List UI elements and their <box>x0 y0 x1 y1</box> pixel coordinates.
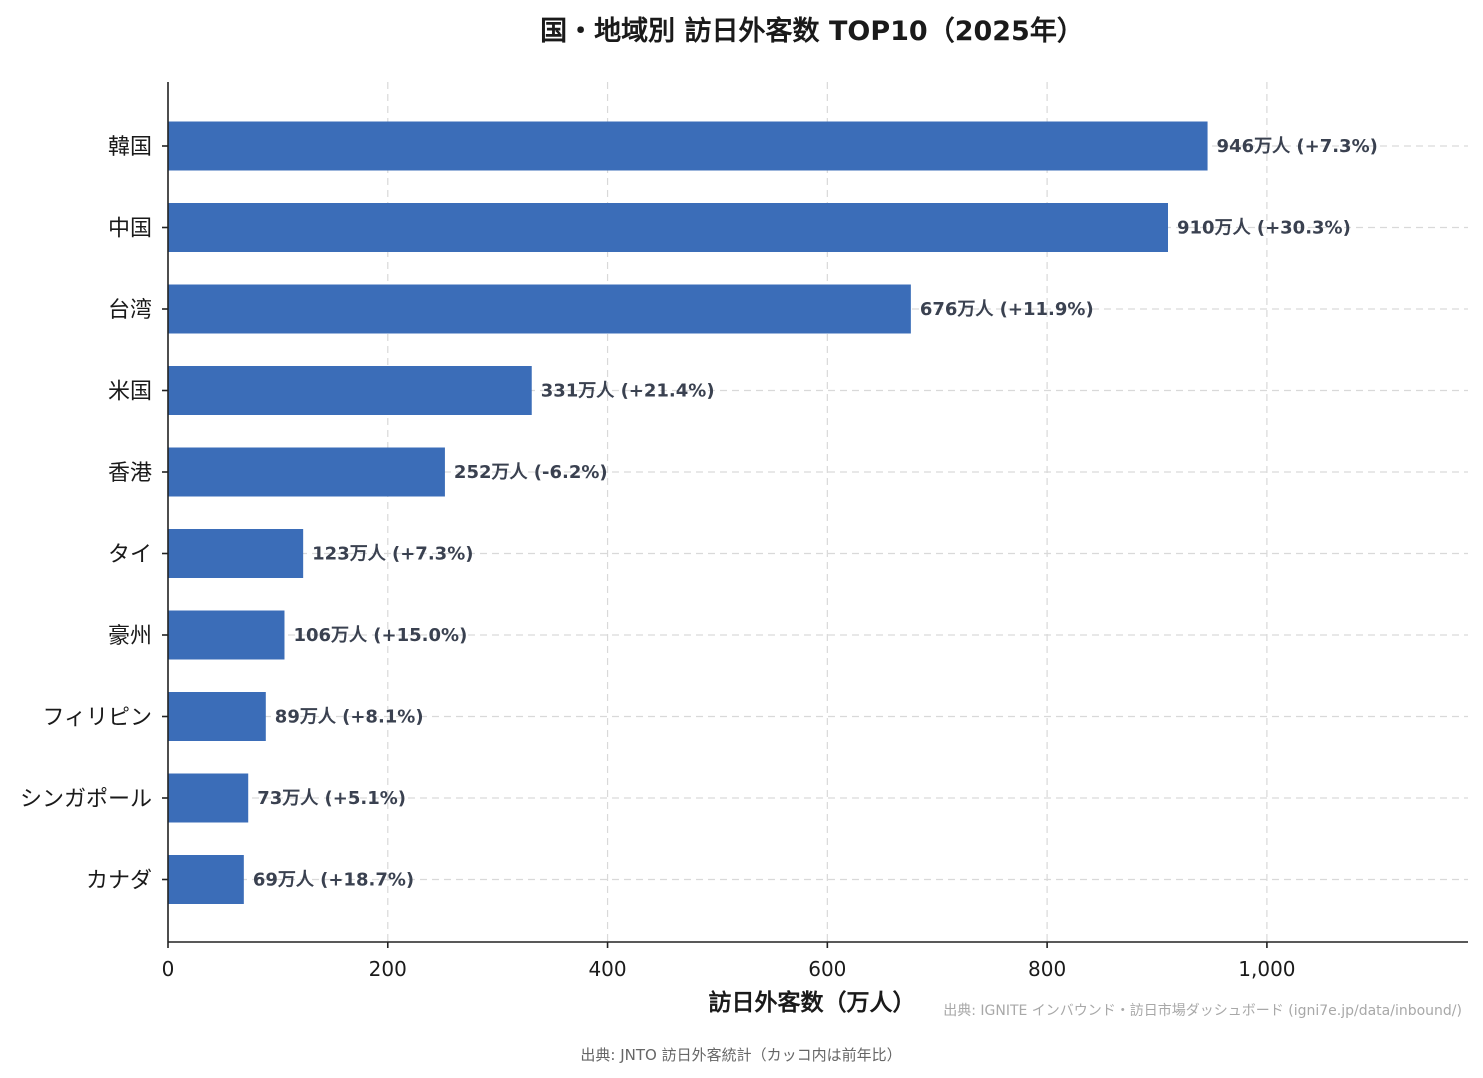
data-label-7: 89万人 (+8.1%) <box>275 707 424 728</box>
data-label-3: 331万人 (+21.4%) <box>541 381 715 402</box>
category-label-1: 中国 <box>108 217 152 242</box>
x-axis-label: 訪日外客数（万人） <box>709 989 916 1016</box>
x-tick-label-0: 0 <box>162 957 175 981</box>
bars <box>168 121 1208 904</box>
category-label-0: 韓国 <box>108 135 152 160</box>
chart-title: 国・地域別 訪日外客数 TOP10（2025年） <box>540 15 1084 47</box>
category-label-2: 台湾 <box>108 298 152 323</box>
data-label-5: 123万人 (+7.3%) <box>312 544 473 565</box>
data-label-8: 73万人 (+5.1%) <box>257 788 406 809</box>
x-tick-label-1: 200 <box>369 957 407 981</box>
category-label-5: タイ <box>108 543 152 568</box>
bar-5 <box>168 529 304 578</box>
data-label-2: 676万人 (+11.9%) <box>920 299 1094 320</box>
category-label-6: 豪州 <box>108 624 152 649</box>
data-label-0: 946万人 (+7.3%) <box>1217 136 1378 157</box>
x-tick-label-2: 400 <box>588 957 626 981</box>
category-label-4: 香港 <box>108 461 152 486</box>
category-label-7: フィリピン <box>42 706 152 731</box>
data-labels: 946万人 (+7.3%) 910万人 (+30.3%) 676万人 (+11.9%… <box>253 136 1378 891</box>
bar-0 <box>168 121 1208 171</box>
category-label-9: カナダ <box>86 869 152 894</box>
data-label-6: 106万人 (+15.0%) <box>293 625 467 646</box>
x-tick-label-4: 800 <box>1028 957 1066 981</box>
bar-1 <box>168 203 1168 252</box>
data-label-1: 910万人 (+30.3%) <box>1177 218 1351 239</box>
data-label-9: 69万人 (+18.7%) <box>253 870 414 891</box>
bar-9 <box>168 855 244 904</box>
category-label-8: シンガポール <box>20 787 152 812</box>
bar-2 <box>168 284 911 334</box>
bar-8 <box>168 773 249 823</box>
bar-3 <box>168 366 532 415</box>
category-label-3: 米国 <box>108 380 152 405</box>
axes <box>162 82 1468 948</box>
x-tick-labels: 0 200 400 600 800 1,000 <box>162 957 1296 981</box>
source-dashboard-note: 出典: IGNITE インバウンド・訪日市場ダッシュボード (igni7e.jp… <box>943 1002 1462 1019</box>
bar-7 <box>168 692 266 741</box>
data-label-4: 252万人 (-6.2%) <box>454 462 608 483</box>
bar-6 <box>168 610 285 660</box>
x-tick-label-3: 600 <box>808 957 846 981</box>
x-tick-label-5: 1,000 <box>1238 957 1295 981</box>
source-data-note: 出典: JNTO 訪日外客統計（カッコ内は前年比） <box>580 1046 901 1064</box>
bar-4 <box>168 447 445 497</box>
